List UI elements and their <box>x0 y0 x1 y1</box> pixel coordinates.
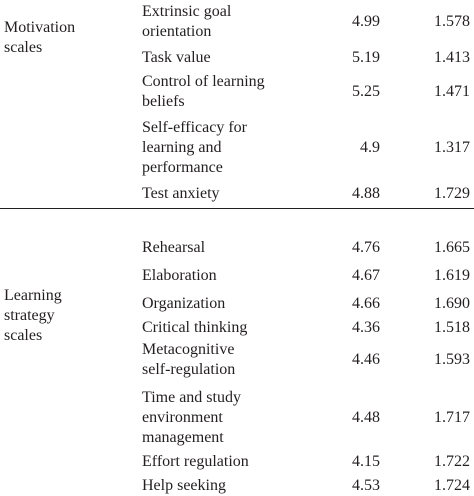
row-mean: 4.66 <box>352 295 380 312</box>
row-sd: 1.317 <box>434 139 470 156</box>
row-mean: 4.15 <box>352 453 380 470</box>
row-label: Effort regulation <box>142 453 249 470</box>
row-label: Rehearsal <box>142 239 206 256</box>
row-mean: 4.53 <box>352 477 380 494</box>
row-label: Elaboration <box>142 267 217 284</box>
group-label-motivation: Motivation scales <box>4 19 76 56</box>
row-sd: 1.578 <box>434 13 470 30</box>
row-sd: 1.729 <box>434 185 470 202</box>
row-mean: 4.88 <box>352 185 380 202</box>
row-sd: 1.593 <box>434 351 470 368</box>
row-label: Help seeking <box>142 477 226 494</box>
row-mean: 4.9 <box>360 139 380 156</box>
row-label: Self-efficacy for learning and performan… <box>142 119 247 176</box>
row-mean: 4.36 <box>352 319 380 336</box>
row-mean: 4.76 <box>352 239 380 256</box>
row-sd: 1.518 <box>434 319 470 336</box>
row-label: Metacognitive self-regulation <box>142 341 236 378</box>
row-label: Control of learning beliefs <box>142 73 265 110</box>
row-mean: 4.99 <box>352 13 380 30</box>
row-label: Critical thinking <box>142 319 248 336</box>
row-sd: 1.665 <box>434 239 470 256</box>
row-mean: 4.48 <box>352 409 380 426</box>
row-label: Extrinsic goal orientation <box>142 3 232 40</box>
row-mean: 5.25 <box>352 83 380 100</box>
group-label-learning-strategy: Learning strategy scales <box>4 287 62 344</box>
row-label: Time and study environment management <box>142 389 241 446</box>
row-sd: 1.690 <box>434 295 470 312</box>
row-sd: 1.724 <box>434 477 470 494</box>
row-mean: 4.46 <box>352 351 380 368</box>
row-sd: 1.722 <box>434 453 470 470</box>
row-sd: 1.717 <box>434 409 470 426</box>
row-sd: 1.471 <box>434 83 470 100</box>
row-sd: 1.619 <box>434 267 470 284</box>
row-sd: 1.413 <box>434 49 470 66</box>
row-label: Organization <box>142 295 226 312</box>
row-mean: 4.67 <box>352 267 380 284</box>
section-divider <box>0 208 474 209</box>
row-label: Task value <box>142 49 211 66</box>
row-label: Test anxiety <box>142 185 220 202</box>
row-mean: 5.19 <box>352 49 380 66</box>
